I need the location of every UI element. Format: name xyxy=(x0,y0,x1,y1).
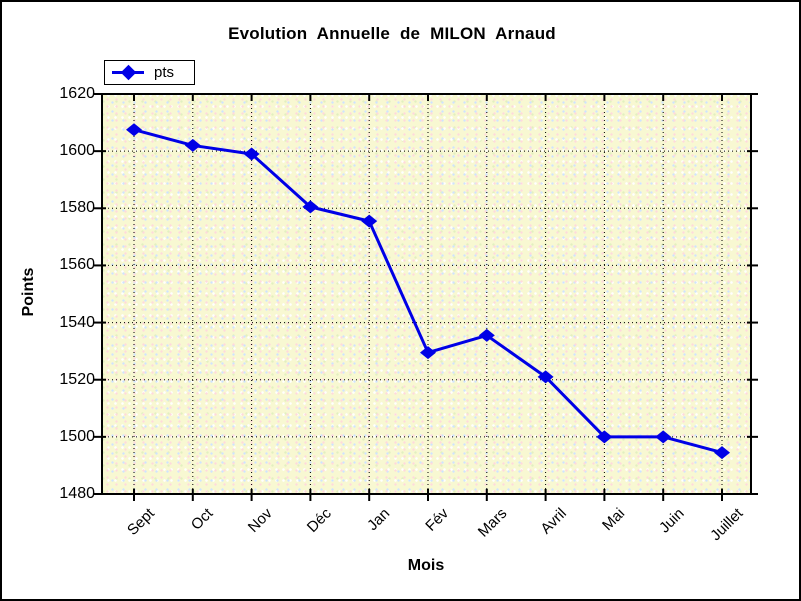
x-axis-title: Mois xyxy=(407,557,445,574)
data-point-Jan xyxy=(361,214,378,228)
y-tick-label-1520: 1520 xyxy=(59,370,95,388)
data-point-Juin xyxy=(655,430,672,444)
data-point-Oct xyxy=(184,138,201,152)
data-point-Mai xyxy=(596,430,613,444)
legend-label: pts xyxy=(154,64,175,81)
data-point-Nov xyxy=(243,147,260,161)
data-point-Juillet xyxy=(714,446,730,460)
chart-title: Evolution Annuelle de MILON Arnaud xyxy=(228,24,556,43)
series-diamond-marker-icon xyxy=(110,64,148,81)
legend: pts xyxy=(104,60,195,85)
data-point-Sept xyxy=(126,123,142,137)
y-tick-label-1540: 1540 xyxy=(59,313,95,331)
data-point-Fév xyxy=(420,346,436,360)
y-tick-label-1560: 1560 xyxy=(59,256,95,274)
y-tick-label-1580: 1580 xyxy=(59,199,95,217)
y-tick-label-1620: 1620 xyxy=(59,85,95,102)
y-axis-title: Points xyxy=(20,267,37,317)
plot-area xyxy=(102,94,751,494)
data-point-Mars xyxy=(478,328,495,342)
y-tick-label-1600: 1600 xyxy=(59,142,95,160)
data-point-Avril xyxy=(537,370,554,384)
y-tick-label-1500: 1500 xyxy=(59,427,95,445)
data-point-Déc xyxy=(302,200,319,214)
y-tick-label-1480: 1480 xyxy=(59,485,95,502)
plot-border xyxy=(101,93,752,495)
